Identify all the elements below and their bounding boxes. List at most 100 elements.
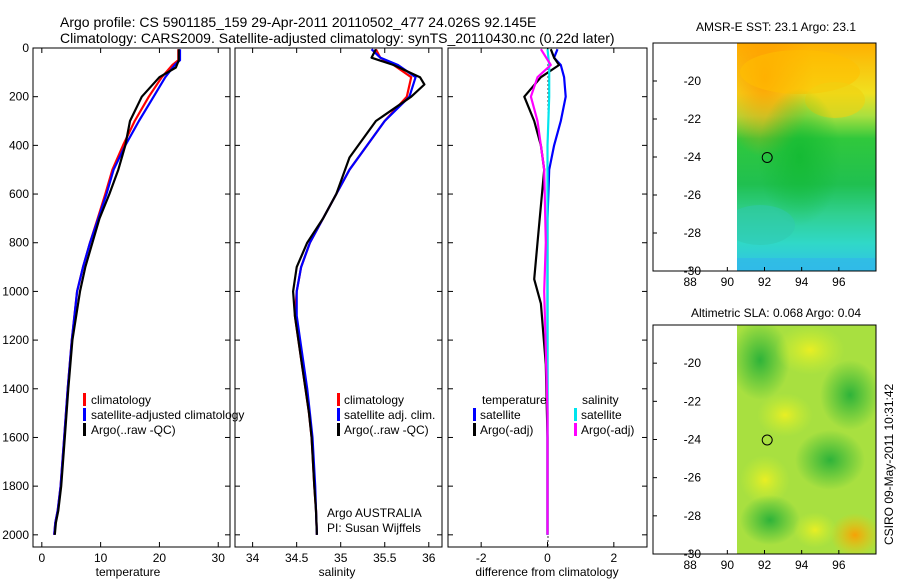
sst-map-ticks: 88 90 92 94 96 -20 -22 -24 -26 -28 -30 bbox=[653, 74, 846, 289]
y-tick-label: 1400 bbox=[2, 382, 29, 396]
series-line-satellite-adj-clim- bbox=[295, 48, 417, 535]
x-tick-label: 35 bbox=[334, 551, 348, 565]
map-y-tick-label: -28 bbox=[684, 509, 702, 523]
temperature-panel: 0 10 20 30 0 200 400 600 800 1000 1200 1400 1600 1800… bbox=[2, 41, 244, 579]
temperature-profile-lines bbox=[53, 49, 182, 535]
x-tick-label: 2 bbox=[610, 551, 617, 565]
legend-marker-argo bbox=[337, 423, 340, 436]
legend-marker-climatology bbox=[337, 393, 340, 406]
difference-xlabel: difference from climatology bbox=[475, 565, 618, 579]
temperature-axes-box bbox=[32, 47, 231, 548]
sla-heatmap bbox=[737, 325, 876, 554]
map-y-tick-label: -20 bbox=[684, 356, 702, 370]
x-tick-label: 10 bbox=[94, 551, 108, 565]
legend-label-satellite: satellite adj. clim. bbox=[344, 408, 435, 422]
x-tick-label: 34 bbox=[246, 551, 260, 565]
x-tick-label: 0 bbox=[544, 551, 551, 565]
map-y-tick-label: -30 bbox=[684, 264, 702, 278]
title-line-1: Argo profile: CS 5901185_159 29-Apr-2011… bbox=[60, 14, 536, 30]
title-line-2: Climatology: CARS2009. Satellite-adjuste… bbox=[60, 30, 615, 46]
map-y-tick-label: -24 bbox=[684, 150, 702, 164]
map-y-tick-label: -28 bbox=[684, 226, 702, 240]
legend-marker-temp-argo bbox=[473, 423, 476, 436]
x-tick-label: 20 bbox=[153, 551, 167, 565]
series-line-climatology bbox=[53, 49, 180, 535]
csiro-timestamp: CSIRO 09-May-2011 10:31:42 bbox=[882, 383, 896, 545]
y-tick-label: 200 bbox=[9, 90, 29, 104]
legend-label-argo: Argo(..raw -QC) bbox=[344, 423, 429, 437]
legend-label-satellite: satellite-adjusted climatology bbox=[91, 408, 244, 422]
sst-map-title: AMSR-E SST: 23.1 Argo: 23.1 bbox=[696, 20, 856, 34]
legend-heading-temperature: temperature bbox=[482, 393, 547, 407]
y-tick-label: 1000 bbox=[2, 284, 29, 298]
legend-label-temp-satellite: satellite bbox=[480, 408, 521, 422]
salinity-xlabel: salinity bbox=[319, 565, 356, 579]
salinity-axis-ticks: 34 34.5 35 35.5 36 bbox=[235, 47, 442, 565]
temperature-legend: climatology satellite-adjusted climatolo… bbox=[83, 393, 244, 437]
difference-panel: -2 0 2 difference from climatology tempera… bbox=[447, 47, 648, 579]
map-x-tick-label: 96 bbox=[832, 275, 846, 289]
legend-label-sal-satellite: satellite bbox=[581, 408, 622, 422]
legend-marker-satellite bbox=[337, 408, 340, 421]
x-tick-label: 0 bbox=[38, 551, 45, 565]
y-tick-label: 1800 bbox=[2, 479, 29, 493]
map-x-tick-label: 96 bbox=[832, 558, 846, 572]
map-y-tick-label: -22 bbox=[684, 112, 702, 126]
map-x-tick-label: 88 bbox=[683, 558, 697, 572]
legend-label-argo: Argo(..raw -QC) bbox=[91, 423, 176, 437]
legend-marker-satellite bbox=[83, 408, 86, 421]
series-line-argo bbox=[53, 49, 180, 535]
y-tick-label: 800 bbox=[9, 236, 29, 250]
map-y-tick-label: -24 bbox=[684, 433, 702, 447]
difference-legend: temperature satellite Argo(-adj) salinit… bbox=[473, 393, 634, 437]
annotation-pi: PI: Susan Wijffels bbox=[327, 521, 421, 535]
series-line-temperature-argo-adj- bbox=[523, 48, 561, 535]
salinity-legend: climatology satellite adj. clim. Argo(..… bbox=[337, 393, 435, 437]
salinity-axes-box bbox=[234, 47, 443, 548]
map-y-tick-label: -30 bbox=[684, 547, 702, 561]
x-tick-label: 36 bbox=[422, 551, 436, 565]
y-tick-label: 2000 bbox=[2, 528, 29, 542]
salinity-panel: 34 34.5 35 35.5 36 salinity climatology sate… bbox=[234, 47, 443, 579]
legend-marker-climatology bbox=[83, 393, 86, 406]
legend-label-temp-argo: Argo(-adj) bbox=[480, 423, 533, 437]
argo-float-marker bbox=[761, 151, 773, 163]
legend-marker-temp-satellite bbox=[473, 408, 476, 421]
x-tick-label: 30 bbox=[212, 551, 226, 565]
map-y-tick-label: -26 bbox=[684, 188, 702, 202]
annotation-argo-australia: Argo AUSTRALIA bbox=[327, 506, 422, 520]
map-x-tick-label: 92 bbox=[758, 558, 772, 572]
sst-map-panel: AMSR-E SST: 23.1 Argo: 23.1 88 90 92 94 96 -2… bbox=[652, 20, 877, 289]
series-line-temperature-satellite bbox=[546, 48, 567, 535]
map-x-tick-label: 94 bbox=[795, 558, 809, 572]
salinity-profile-lines bbox=[292, 48, 426, 535]
series-line-argo bbox=[292, 48, 426, 535]
legend-marker-sal-satellite bbox=[574, 408, 577, 421]
map-x-tick-label: 90 bbox=[721, 558, 735, 572]
legend-label-climatology: climatology bbox=[91, 393, 151, 407]
series-line-satellite-adjusted bbox=[53, 49, 182, 535]
temperature-axis-ticks: 0 10 20 30 0 200 400 600 800 1000 1200 1400 1600 1800… bbox=[2, 41, 230, 565]
y-tick-label: 1600 bbox=[2, 430, 29, 444]
legend-marker-sal-argo bbox=[574, 423, 577, 436]
x-tick-label: 34.5 bbox=[285, 551, 309, 565]
legend-heading-salinity: salinity bbox=[582, 393, 619, 407]
legend-label-climatology: climatology bbox=[344, 393, 404, 407]
map-x-tick-label: 94 bbox=[795, 275, 809, 289]
map-y-tick-label: -22 bbox=[684, 394, 702, 408]
map-x-tick-label: 90 bbox=[721, 275, 735, 289]
map-x-tick-label: 92 bbox=[758, 275, 772, 289]
map-y-tick-label: -26 bbox=[684, 471, 702, 485]
sla-map-title: Altimetric SLA: 0.068 Argo: 0.04 bbox=[691, 306, 861, 320]
y-tick-label: 600 bbox=[9, 187, 29, 201]
sla-map-panel: Altimetric SLA: 0.068 Argo: 0.04 88 90 92 9… bbox=[652, 306, 877, 572]
temperature-xlabel: temperature bbox=[96, 565, 161, 579]
series-line-salinity-argo-adj- bbox=[529, 48, 552, 535]
legend-marker-argo bbox=[83, 423, 86, 436]
difference-profile-lines bbox=[523, 48, 567, 535]
argo-float-marker bbox=[761, 434, 773, 446]
x-tick-label: -2 bbox=[476, 551, 487, 565]
y-tick-label: 400 bbox=[9, 138, 29, 152]
legend-label-sal-argo: Argo(-adj) bbox=[581, 423, 634, 437]
